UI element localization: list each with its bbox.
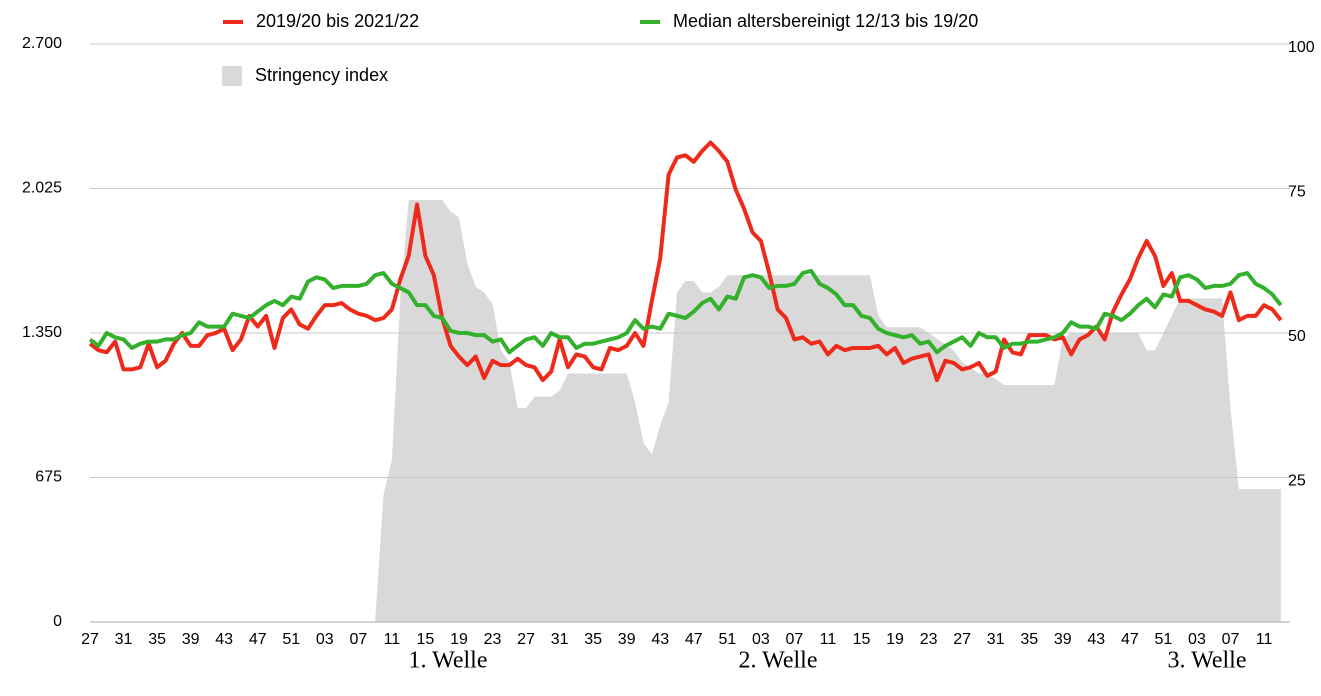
y-tick-label: 2.700 [22, 35, 62, 52]
legend-label: 2019/20 bis 2021/22 [256, 11, 419, 31]
x-tick-label: 51 [282, 631, 300, 648]
x-tick-label: 11 [384, 631, 401, 648]
annotation: 3. Welle [1168, 648, 1247, 674]
area [90, 200, 1281, 622]
x-tick-label: 27 [81, 631, 99, 648]
x-tick-label: 43 [215, 631, 233, 648]
x-tick-label: 39 [182, 631, 200, 648]
line [88, 268, 1283, 355]
x-tick-label: 07 [786, 631, 804, 648]
x-tick-label: 31 [115, 631, 133, 648]
x-tick-label: 11 [820, 631, 837, 648]
x-tick-label: 39 [1054, 631, 1072, 648]
x-tick-label: 07 [349, 631, 367, 648]
x-tick-label: 03 [316, 631, 334, 648]
x-tick-label: 51 [718, 631, 736, 648]
annotation: 1. Welle [409, 648, 488, 674]
line [88, 140, 1283, 383]
x-tick-label: 51 [1155, 631, 1173, 648]
x-tick-label: 31 [551, 631, 569, 648]
y-tick-label: 0 [53, 613, 62, 630]
x-tick-label: 07 [1222, 631, 1240, 648]
x-tick-label: 43 [1087, 631, 1105, 648]
x-tick-label: 39 [618, 631, 636, 648]
y-tick-label: 1.350 [22, 324, 62, 341]
legend-swatch [222, 66, 242, 86]
legend-label: Median altersbereinigt 12/13 bis 19/20 [673, 11, 978, 31]
x-tick-label: 03 [752, 631, 770, 648]
y-tick-label: 675 [35, 469, 62, 486]
x-tick-label: 35 [584, 631, 602, 648]
y2-tick-label: 100 [1288, 39, 1315, 56]
x-tick-label: 27 [517, 631, 535, 648]
x-tick-label: 35 [148, 631, 166, 648]
x-tick-label: 19 [450, 631, 468, 648]
x-tick-label: 11 [1256, 631, 1273, 648]
x-tick-label: 47 [685, 631, 703, 648]
x-tick-label: 03 [1188, 631, 1206, 648]
x-tick-label: 27 [953, 631, 971, 648]
legend-label: Stringency index [255, 65, 388, 85]
annotation: 2. Welle [739, 648, 818, 674]
y-tick-label: 2.025 [22, 180, 62, 197]
y2-tick-label: 25 [1288, 473, 1306, 490]
y2-tick-label: 50 [1288, 328, 1306, 345]
x-tick-label: 15 [853, 631, 871, 648]
x-tick-label: 19 [886, 631, 904, 648]
y2-tick-label: 75 [1288, 184, 1306, 201]
x-tick-label: 35 [1020, 631, 1038, 648]
x-tick-label: 47 [1121, 631, 1139, 648]
x-tick-label: 23 [920, 631, 938, 648]
x-tick-label: 43 [651, 631, 669, 648]
x-tick-label: 31 [987, 631, 1005, 648]
x-tick-label: 15 [417, 631, 435, 648]
x-tick-label: 47 [249, 631, 267, 648]
x-tick-label: 23 [484, 631, 502, 648]
